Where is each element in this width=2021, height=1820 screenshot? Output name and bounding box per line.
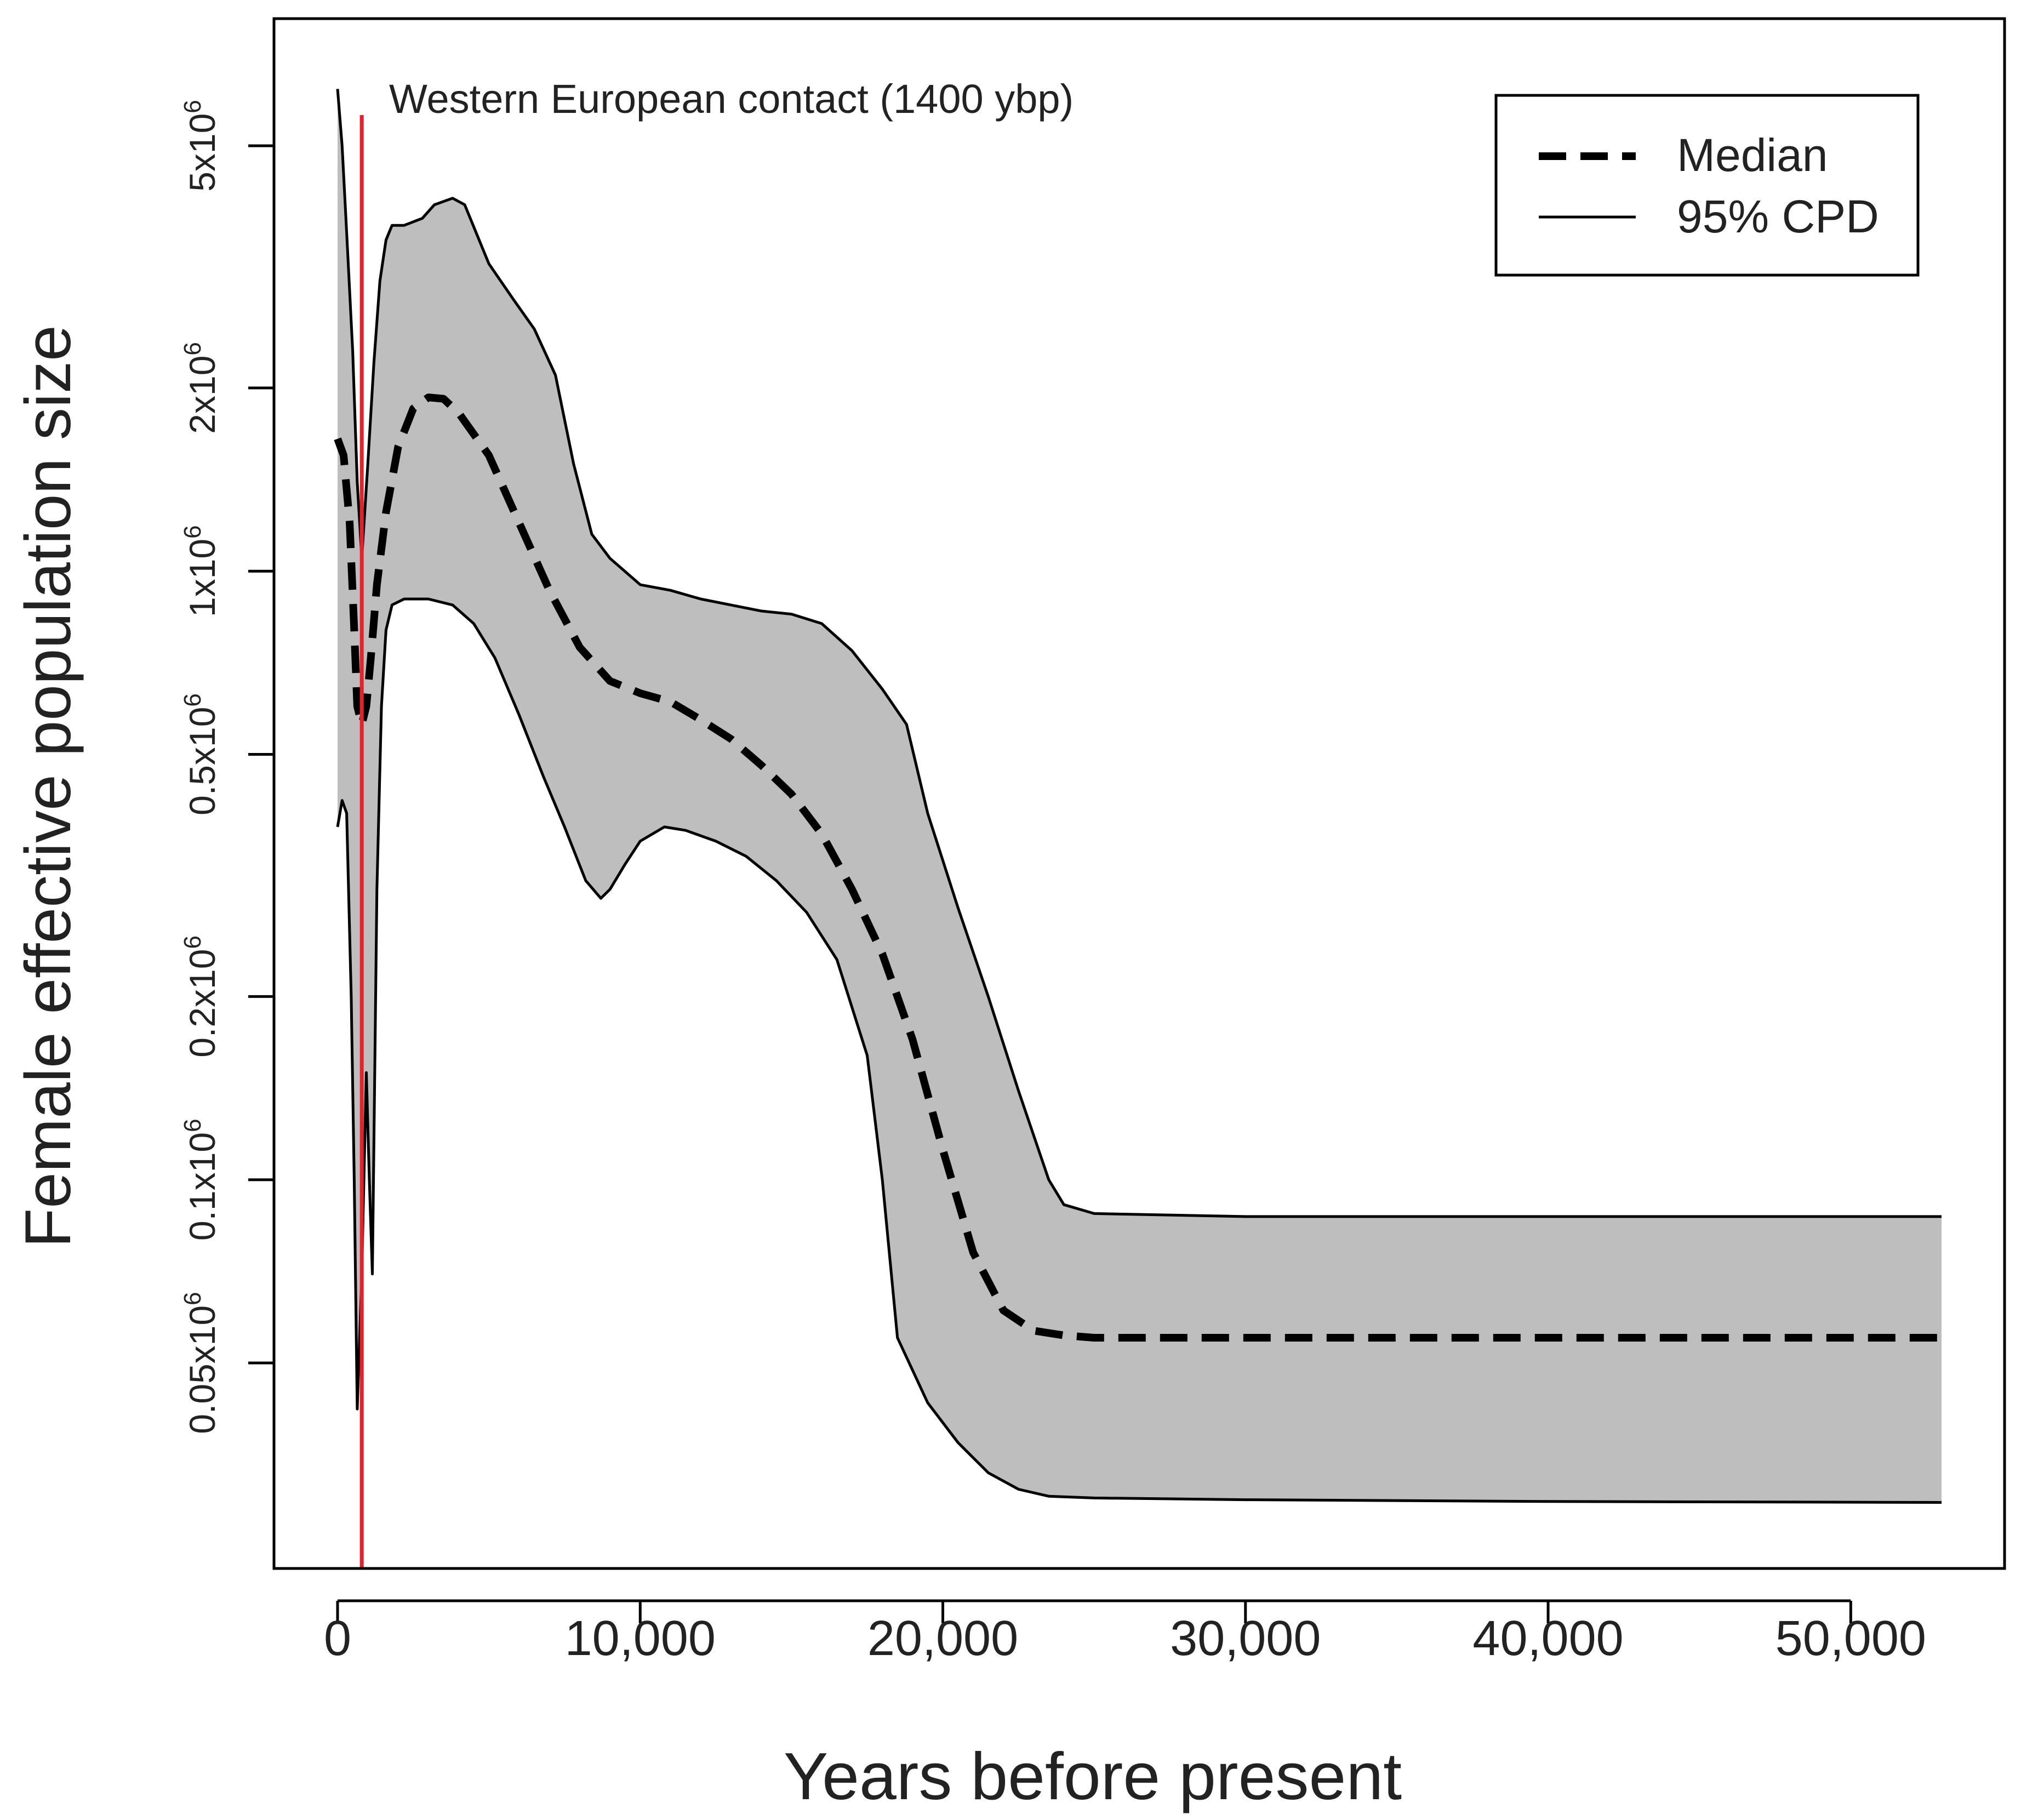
series-lines [334, 89, 1942, 1504]
y-tick-label: 0.1x106 [179, 1119, 222, 1241]
y-tick-label: 2x106 [179, 342, 222, 434]
x-tick-label: 10,000 [565, 1611, 716, 1666]
y-tick-label: 0.2x106 [179, 935, 222, 1058]
legend: Median 95% CPD [1494, 94, 1920, 277]
x-tick-label: 40,000 [1472, 1611, 1623, 1666]
annotation-group: Western European contact (1400 ybp) [359, 76, 1074, 1568]
x-axis-label: Years before present [784, 1739, 1402, 1813]
cpd-upper-line [336, 89, 1942, 1218]
y-tick-label: 5x106 [179, 100, 222, 192]
credible-interval-band [338, 89, 1942, 1503]
x-tick-label: 50,000 [1775, 1611, 1926, 1666]
x-tick-label: 0 [324, 1611, 351, 1666]
x-tick-label: 20,000 [867, 1611, 1018, 1666]
y-tick-label: 0.5x106 [179, 693, 222, 815]
y-axis-label: Female effective population size [12, 325, 84, 1248]
median-line [334, 393, 1942, 1342]
x-axis: 0 10,000 20,000 30,000 40,000 50,000 [324, 1599, 1926, 1666]
cpd-lower-line [336, 597, 1942, 1504]
western-european-contact-label: Western European contact (1400 ybp) [389, 76, 1074, 122]
y-axis: 0.05x106 0.1x106 0.2x106 0.5x106 1x106 2x106 5… [179, 100, 276, 1434]
legend-box [1494, 94, 1920, 277]
legend-median-label: Median [1677, 129, 1828, 181]
y-tick-label: 0.05x106 [179, 1292, 222, 1434]
legend-cpd-label: 95% CPD [1677, 191, 1879, 242]
x-tick-label: 30,000 [1170, 1611, 1321, 1666]
cpd-band-fill [338, 89, 1942, 1503]
y-tick-label: 1x106 [179, 525, 222, 617]
